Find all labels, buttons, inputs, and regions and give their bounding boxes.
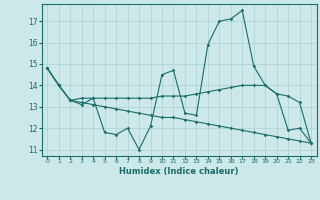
X-axis label: Humidex (Indice chaleur): Humidex (Indice chaleur) (119, 167, 239, 176)
